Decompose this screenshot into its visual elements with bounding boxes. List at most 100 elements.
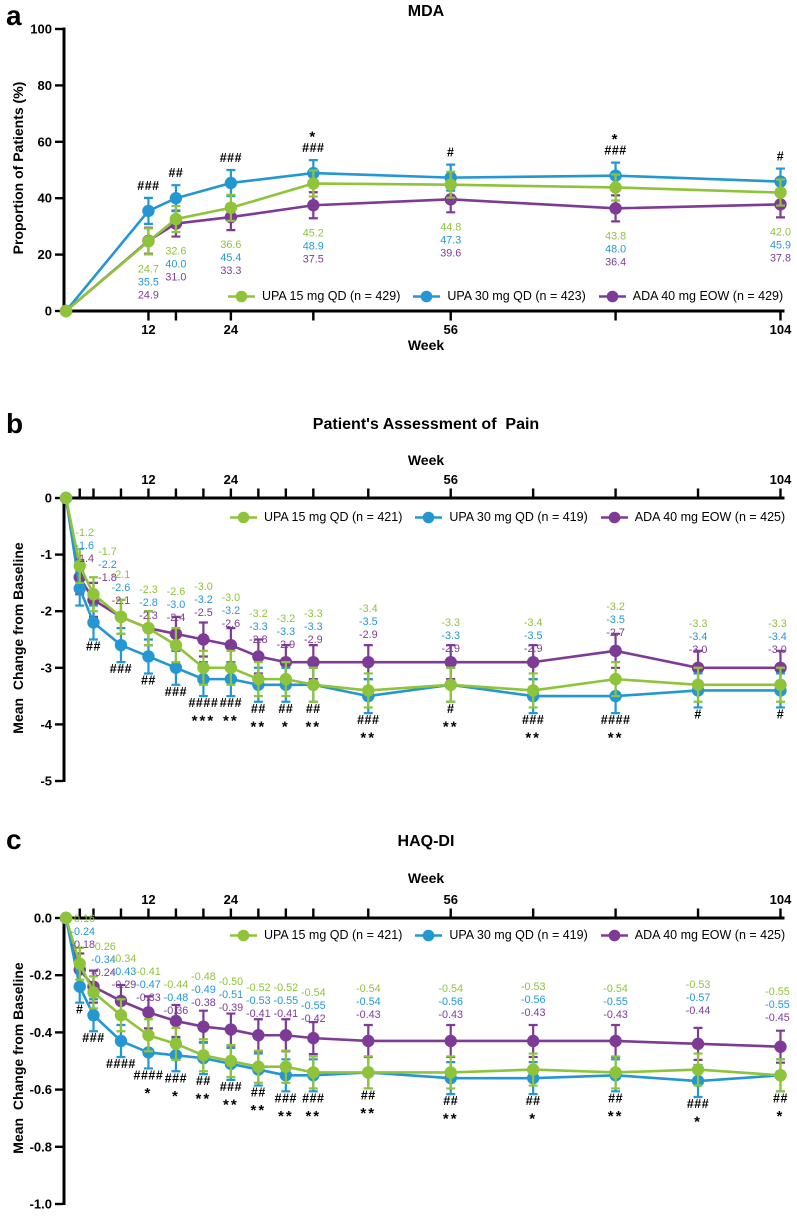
y-tick-label: -0.2 <box>30 968 52 983</box>
data-point <box>142 650 155 663</box>
value-label: -0.36 <box>164 1005 189 1017</box>
value-label: -2.5 <box>194 607 213 619</box>
data-point <box>774 1069 787 1082</box>
data-point <box>169 661 183 674</box>
value-label: -2.6 <box>167 586 186 598</box>
legend-item-upa-15: UPA 15 mg QD (n = 421) <box>230 928 402 942</box>
value-label: -2.9 <box>441 643 460 655</box>
data-point <box>224 1023 238 1036</box>
data-point <box>362 1066 375 1079</box>
significance-annotation: ### <box>220 696 242 710</box>
x-tick-label: 24 <box>224 322 239 337</box>
value-label: 45.4 <box>220 252 241 264</box>
significance-annotation: ## <box>86 640 101 654</box>
data-point <box>279 1029 293 1042</box>
significance-annotation: * <box>309 129 317 146</box>
data-point <box>169 192 183 205</box>
data-point <box>224 201 238 214</box>
significance-annotation: ### <box>604 144 626 158</box>
data-point <box>224 661 238 674</box>
panel-a-annotations: ########*### #*### # <box>137 129 784 193</box>
value-label: -3.0 <box>222 592 241 604</box>
value-label: -0.53 <box>246 995 271 1007</box>
significance-annotation: # <box>447 702 454 716</box>
legend-item-ada-40: ADA 40 mg EOW (n = 425) <box>600 928 785 942</box>
significance-annotation: #### <box>601 713 631 727</box>
legend-marker-icon <box>415 511 443 523</box>
value-label: -1.6 <box>75 540 94 552</box>
value-label: 24.9 <box>138 289 159 301</box>
panel-a-legend: UPA 15 mg QD (n = 429) UPA 30 mg QD (n = … <box>228 289 796 303</box>
panel-c-annotations: ############*###*##**###**##**###**###**… <box>76 1003 787 1131</box>
panel-b-chart: 0 -1 -2 -3 -4 -5 12 24 56 104 -1.2-1.6-1.4 -1.7-2.2… <box>40 472 792 789</box>
value-label: -0.49 <box>191 984 216 996</box>
value-label: -2.3 <box>139 610 158 622</box>
legend-label: UPA 30 mg QD (n = 419) <box>449 510 588 524</box>
value-label: -0.42 <box>301 1013 326 1025</box>
value-label: -0.16 <box>70 913 95 925</box>
legend-item-ada-40: ADA 40 mg EOW (n = 425) <box>600 510 785 524</box>
significance-annotation: ### <box>165 685 187 699</box>
value-label: -2.9 <box>524 643 543 655</box>
value-label: 36.4 <box>605 256 626 268</box>
y-tick-label: -4 <box>40 717 52 732</box>
legend-label: UPA 15 mg QD (n = 429) <box>262 289 401 303</box>
data-point <box>609 1066 622 1079</box>
value-label: -3.3 <box>689 618 708 630</box>
legend-marker-icon <box>230 929 257 941</box>
data-point <box>252 650 265 663</box>
legend-item-upa-30: UPA 30 mg QD (n = 419) <box>415 510 588 524</box>
value-label: -2.6 <box>222 618 241 630</box>
value-label: -2.9 <box>277 639 296 651</box>
value-label: -0.47 <box>136 979 161 991</box>
value-label: 48.0 <box>605 243 626 255</box>
data-point <box>609 181 622 194</box>
value-label: -0.34 <box>91 954 116 966</box>
x-tick-label: 12 <box>141 892 155 907</box>
data-point <box>691 1037 705 1051</box>
value-label: -3.0 <box>689 644 708 656</box>
significance-annotation: * <box>612 131 620 148</box>
value-label: -0.44 <box>686 1005 711 1017</box>
data-point <box>169 638 183 652</box>
value-label: -2.9 <box>359 629 378 641</box>
significance-annotation: ** <box>360 730 376 747</box>
value-label: 24.7 <box>138 263 159 275</box>
value-label: -0.55 <box>765 999 790 1011</box>
significance-annotation: ** <box>360 1105 376 1122</box>
legend-marker-icon <box>600 929 628 941</box>
significance-annotation: #### <box>134 1068 164 1082</box>
value-label: -0.56 <box>521 994 546 1006</box>
value-label: 43.8 <box>605 230 626 242</box>
data-point <box>142 621 155 635</box>
significance-annotation: ** <box>608 1108 624 1125</box>
significance-annotation: # <box>777 150 784 164</box>
value-label: -0.57 <box>686 992 711 1004</box>
panel-b-y-axis-title: Mean Change from Baseline <box>10 542 26 734</box>
significance-annotation: # <box>76 1003 83 1017</box>
significance-annotation: ## <box>526 1094 541 1108</box>
significance-annotation: ### <box>165 1071 187 1085</box>
value-label: 39.6 <box>440 247 461 259</box>
data-point <box>114 1034 128 1048</box>
panel-a-value-labels: 24.735.524.9 32.640.031.0 36.645.433.3 45.2… <box>138 221 791 301</box>
legend-label: UPA 15 mg QD (n = 421) <box>264 510 403 524</box>
y-tick-label: 40 <box>38 191 52 206</box>
significance-annotation: ## <box>443 1094 458 1108</box>
value-label: 35.5 <box>138 276 159 288</box>
y-tick-label: 20 <box>38 247 52 262</box>
panel-b-title: Patient's Assessment of Pain <box>312 416 540 433</box>
value-label: -3.0 <box>768 644 787 656</box>
value-label: -0.45 <box>765 1012 790 1024</box>
value-label: -2.4 <box>167 612 186 624</box>
data-point <box>362 655 375 669</box>
data-point <box>224 176 238 190</box>
significance-annotation: * <box>694 1114 702 1131</box>
data-point <box>609 202 622 215</box>
value-label: -3.4 <box>768 631 787 643</box>
x-tick-label: 56 <box>443 322 457 337</box>
value-label: -3.2 <box>222 605 241 617</box>
x-tick-label: 24 <box>224 472 239 487</box>
significance-annotation: ### <box>110 662 132 676</box>
panel-a-title: MDA <box>407 3 445 20</box>
